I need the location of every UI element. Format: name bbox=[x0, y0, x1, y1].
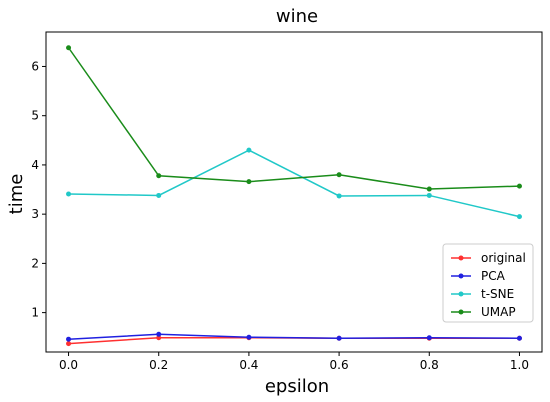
legend-marker-t-SNE bbox=[458, 291, 464, 297]
data-point-t-SNE bbox=[156, 192, 162, 198]
series-line-PCA bbox=[68, 333, 520, 340]
chart-title: wine bbox=[276, 6, 318, 27]
data-point-UMAP bbox=[426, 186, 432, 192]
x-tick-label: 0.0 bbox=[59, 358, 78, 372]
plot-frame bbox=[45, 31, 543, 353]
legend-label: UMAP bbox=[481, 305, 516, 319]
y-tick-label: 6 bbox=[31, 59, 39, 73]
data-point-t-SNE bbox=[336, 193, 342, 199]
data-point-t-SNE bbox=[66, 191, 72, 197]
x-tick-label: 0.6 bbox=[330, 358, 349, 372]
data-point-PCA bbox=[156, 331, 162, 337]
data-point-UMAP bbox=[516, 183, 522, 189]
series-line-original bbox=[68, 336, 520, 345]
legend-label: PCA bbox=[481, 269, 506, 283]
y-axis: 1 2 3 4 5 6 bbox=[31, 59, 46, 320]
legend-marker-PCA bbox=[458, 273, 464, 279]
series-line-t-SNE bbox=[68, 149, 520, 218]
legend-marker-UMAP bbox=[458, 309, 464, 315]
y-tick-label: 5 bbox=[31, 109, 39, 123]
data-point-UMAP bbox=[336, 172, 342, 178]
data-point-PCA bbox=[336, 335, 342, 341]
legend-box bbox=[442, 243, 534, 323]
data-point-t-SNE bbox=[426, 192, 432, 198]
data-point-UMAP bbox=[66, 45, 72, 51]
legend-label: original bbox=[481, 251, 526, 265]
series-line-UMAP bbox=[67, 47, 520, 190]
x-tick-label: 1.0 bbox=[510, 358, 529, 372]
x-axis-title: epsilon bbox=[265, 376, 329, 397]
x-tick-label: 0.8 bbox=[420, 358, 439, 372]
data-point-PCA bbox=[66, 336, 72, 342]
y-tick-label: 1 bbox=[31, 306, 39, 320]
legend-marker-original bbox=[458, 255, 464, 261]
data-point-UMAP bbox=[246, 179, 252, 185]
x-tick-label: 0.4 bbox=[239, 358, 258, 372]
y-tick-label: 3 bbox=[31, 207, 39, 221]
x-axis: 0.0 0.2 0.4 0.6 0.8 1.0 bbox=[59, 352, 529, 372]
legend-label: t-SNE bbox=[481, 287, 514, 301]
y-axis-title: time bbox=[6, 174, 27, 215]
x-tick-label: 0.2 bbox=[149, 358, 168, 372]
data-point-PCA bbox=[426, 335, 432, 341]
data-point-t-SNE bbox=[246, 147, 252, 153]
y-tick-label: 2 bbox=[31, 256, 39, 270]
data-point-PCA bbox=[516, 335, 522, 341]
data-point-UMAP bbox=[156, 173, 162, 179]
data-point-PCA bbox=[246, 334, 252, 340]
y-tick-label: 4 bbox=[31, 158, 39, 172]
data-point-original bbox=[156, 335, 162, 341]
series-layer bbox=[66, 45, 522, 347]
data-point-t-SNE bbox=[516, 214, 522, 220]
data-point-original bbox=[66, 341, 72, 347]
legend: original PCA t-SNE UMAP bbox=[442, 243, 534, 323]
